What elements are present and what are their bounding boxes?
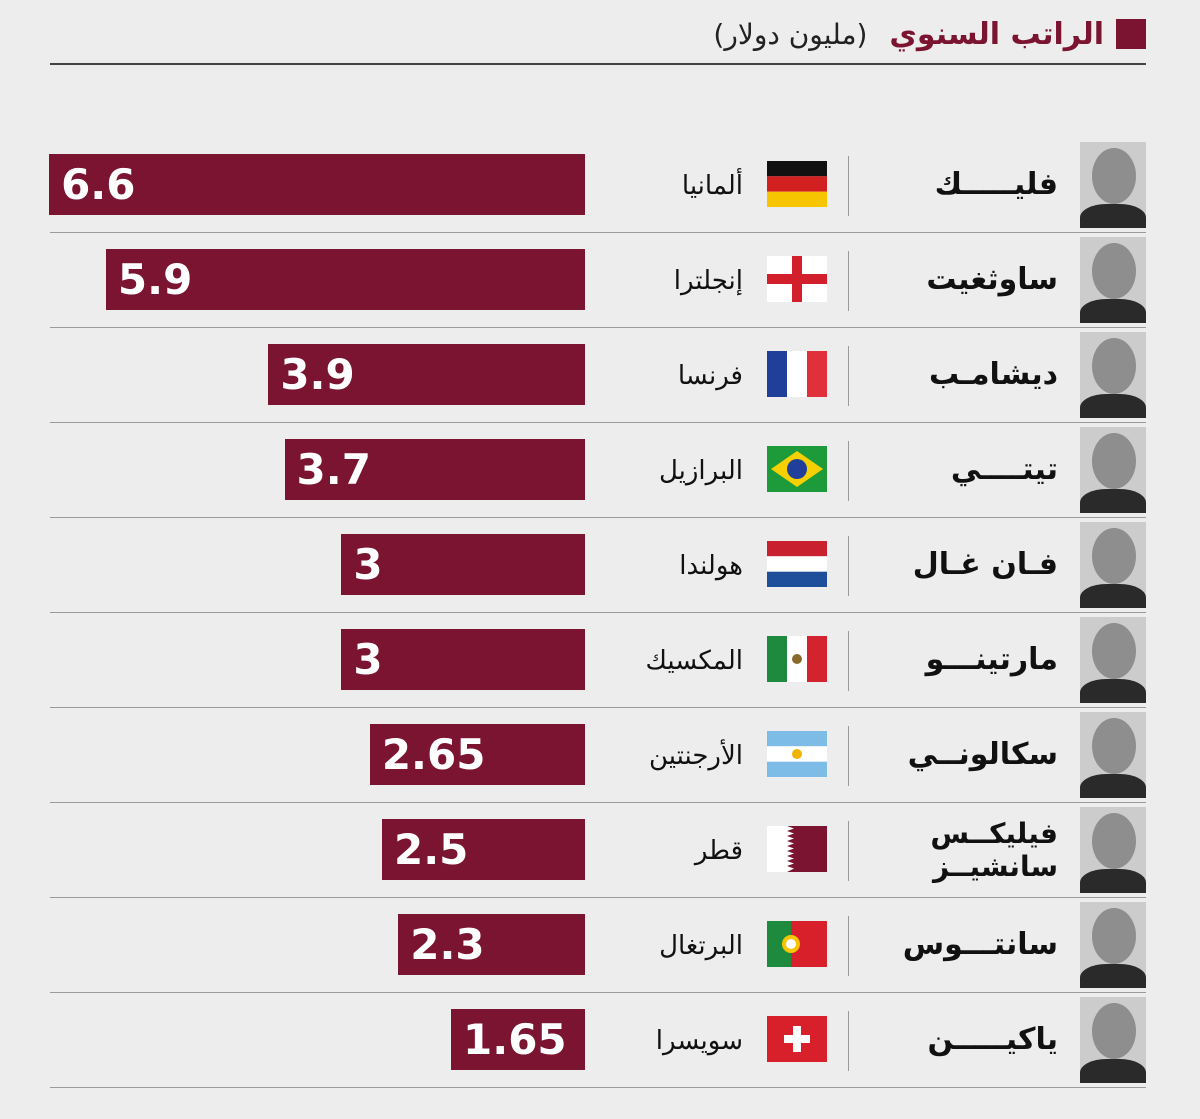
coach-name: ساوثغيت (926, 262, 1058, 298)
salary-bar (369, 724, 585, 785)
country-name: البرتغال (659, 930, 743, 961)
chart-unit: (مليون دولار) (713, 17, 868, 51)
netherlands-flag-icon (767, 541, 827, 587)
row-separator (50, 802, 1146, 803)
coach-photo (1080, 237, 1146, 323)
row-separator (50, 707, 1146, 708)
chart-row: فيليكــس سانشيــز قطر 2.5 (0, 803, 1200, 898)
row-divider (848, 251, 849, 311)
row-separator (50, 517, 1146, 518)
coach-name: ياكيـــــن (927, 1022, 1059, 1058)
country-name: فرنسا (677, 360, 743, 391)
row-separator (50, 897, 1146, 898)
coach-name: ديشامـب (928, 357, 1058, 393)
row-divider (848, 916, 849, 976)
row-divider (848, 441, 849, 501)
row-divider (848, 536, 849, 596)
chart-row: ياكيـــــن سويسرا 1.65 (0, 993, 1200, 1088)
coach-photo (1080, 807, 1146, 893)
row-divider (848, 156, 849, 216)
country-name: المكسيك (645, 645, 744, 676)
coach-photo (1080, 902, 1146, 988)
row-separator (50, 612, 1146, 613)
germany-flag-icon (767, 161, 827, 207)
salary-bar (382, 819, 585, 880)
coach-photo (1080, 142, 1146, 228)
chart-row: مارتينـــو المكسيك 3 (0, 613, 1200, 708)
bar-value-label: 3 (353, 540, 383, 589)
country-name: سويسرا (655, 1025, 743, 1056)
chart-row: فليـــــك ألمانيا 6.6 (0, 138, 1200, 233)
chart-row: سكالونــي الأرجنتين 2.65 (0, 708, 1200, 803)
salary-bar (284, 439, 585, 500)
chart-legend: الراتب السنوي (مليون دولار) (713, 12, 1146, 56)
row-separator (50, 992, 1146, 993)
row-divider (848, 1011, 849, 1071)
coach-photo (1080, 427, 1146, 513)
coach-name: فليـــــك (934, 167, 1058, 203)
england-flag-icon (767, 256, 827, 302)
salary-bar (105, 249, 585, 310)
coach-photo (1080, 332, 1146, 418)
row-separator (50, 422, 1146, 423)
row-separator (50, 232, 1146, 233)
coach-name: سانتـــوس (902, 927, 1058, 963)
salary-bar (268, 344, 585, 405)
coach-photo (1080, 712, 1146, 798)
qatar-flag-icon (767, 826, 827, 872)
salary-bar (398, 914, 585, 975)
bar-value-label: 2.65 (381, 730, 486, 779)
salary-bar (451, 1009, 585, 1070)
bar-value-label: 1.65 (463, 1015, 567, 1064)
bar-value-label: 3 (353, 635, 383, 684)
coach-name: تيتــــي (950, 452, 1058, 488)
legend-swatch (1116, 19, 1146, 49)
header-rule (50, 63, 1146, 65)
bar-value-label: 6.6 (61, 160, 136, 209)
coach-photo (1080, 997, 1146, 1083)
bar-value-label: 3.9 (280, 350, 355, 399)
chart-row: ساوثغيت إنجلترا 5.9 (0, 233, 1200, 328)
portugal-flag-icon (767, 921, 827, 967)
bar-value-label: 5.9 (117, 255, 193, 304)
country-name: البرازيل (658, 455, 743, 486)
country-name: إنجلترا (673, 265, 743, 296)
bar-value-label: 3.7 (296, 445, 371, 494)
brazil-flag-icon (767, 446, 827, 492)
france-flag-icon (767, 351, 827, 397)
chart-row: تيتــــي البرازيل 3.7 (0, 423, 1200, 518)
row-separator (50, 327, 1146, 328)
bar-value-label: 2.5 (394, 825, 469, 874)
country-name: ألمانيا (681, 170, 743, 201)
row-separator (50, 1087, 1146, 1088)
switzerland-flag-icon (767, 1016, 827, 1062)
salary-bar (341, 534, 585, 595)
mexico-flag-icon (767, 636, 827, 682)
row-divider (848, 821, 849, 881)
bar-value-label: 2.3 (410, 920, 485, 969)
row-divider (848, 631, 849, 691)
chart-row: ديشامـب فرنسا 3.9 (0, 328, 1200, 423)
chart-title: الراتب السنوي (889, 16, 1104, 52)
coach-photo (1080, 522, 1146, 608)
chart-row: سانتـــوس البرتغال 2.3 (0, 898, 1200, 993)
row-divider (848, 346, 849, 406)
coach-name: سكالونــي (907, 737, 1058, 773)
coach-photo (1080, 617, 1146, 703)
country-name: الأرجنتين (648, 740, 743, 771)
country-name: هولندا (679, 550, 743, 581)
salary-bar (49, 154, 585, 215)
coach-name: فـان غـال (912, 547, 1058, 583)
row-divider (848, 726, 849, 786)
coach-name: مارتينـــو (925, 642, 1058, 678)
salary-bar (341, 629, 585, 690)
argentina-flag-icon (767, 731, 827, 777)
country-name: قطر (694, 835, 743, 866)
chart-row: فـان غـال هولندا 3 (0, 518, 1200, 613)
coach-name: فيليكــس سانشيــز (930, 817, 1058, 883)
